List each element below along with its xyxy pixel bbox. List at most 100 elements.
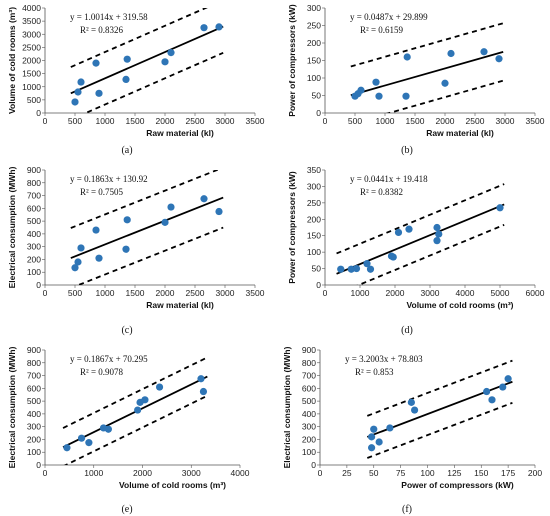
data-point — [352, 264, 361, 273]
regression-equation: y = 0.1863x + 130.92 — [70, 174, 148, 184]
y-tick-label: 400 — [27, 409, 41, 419]
y-tick-label: 0 — [36, 280, 41, 290]
r-squared-label: R² = 0.853 — [355, 367, 394, 377]
data-point — [499, 383, 507, 391]
x-tick-label: 3500 — [526, 116, 545, 126]
y-tick-label: 350 — [307, 165, 321, 175]
x-tick-label: 4000 — [456, 288, 475, 298]
y-tick-label: 150 — [307, 231, 321, 241]
x-tick-label: 150 — [474, 468, 488, 478]
data-point — [375, 92, 383, 100]
regression-line — [336, 203, 505, 275]
data-point — [495, 55, 503, 63]
data-point — [480, 48, 488, 56]
y-tick-label: 100 — [302, 447, 316, 457]
panel-label: (f) — [402, 504, 412, 515]
y-tick-label: 200 — [27, 254, 41, 264]
data-point — [337, 265, 345, 273]
x-tick-label: 1000 — [96, 288, 115, 298]
y-tick-label: 600 — [302, 383, 316, 393]
upper-prediction-band — [366, 359, 513, 417]
x-axis-title: Raw material (kl) — [146, 300, 214, 310]
data-point — [366, 265, 375, 273]
regression-equation: y = 0.1867x + 70.295 — [70, 354, 148, 364]
y-tick-label: 700 — [27, 191, 41, 201]
regression-equation: y = 3.2003x + 78.803 — [345, 354, 423, 364]
r-squared-label: R² = 0.7505 — [80, 187, 124, 197]
regression-line — [70, 25, 224, 95]
data-point — [197, 375, 205, 383]
data-point — [368, 433, 376, 441]
x-tick-label: 0 — [43, 468, 48, 478]
y-axis-title: Electrical consumption (MWh) — [7, 166, 17, 288]
data-point — [77, 78, 85, 86]
x-tick-label: 3000 — [496, 116, 515, 126]
y-tick-label: 1000 — [22, 82, 41, 92]
data-point — [488, 396, 496, 404]
r-squared-label: R² = 0.8326 — [80, 25, 124, 35]
data-point — [347, 265, 355, 273]
y-tick-label: 700 — [302, 371, 316, 381]
x-tick-label: 500 — [68, 288, 82, 298]
chart-panel-f: 0 100 200 300 400 500 600 700 800 900 0 25 50 75 100 12… — [282, 345, 542, 515]
y-tick-label: 800 — [27, 178, 41, 188]
y-axis-title: Electrical consumption (MWh) — [7, 346, 17, 468]
lower-prediction-band — [83, 51, 224, 113]
y-tick-label: 900 — [27, 165, 41, 175]
x-tick-label: 0 — [318, 468, 323, 478]
y-tick-label: 300 — [307, 181, 321, 191]
y-tick-label: 250 — [307, 198, 321, 208]
regression-equation: y = 0.0441x + 19.418 — [350, 174, 428, 184]
y-tick-label: 300 — [307, 3, 321, 13]
chart-panel-c: 0 100 200 300 400 500 600 700 800 900 0 500 1000 1500… — [7, 165, 265, 336]
y-tick-label: 200 — [307, 214, 321, 224]
regression-equation: y = 1.0014x + 319.58 — [70, 12, 148, 22]
trend-lines — [350, 22, 504, 113]
x-tick-label: 25 — [342, 468, 352, 478]
x-tick-label: 1500 — [406, 116, 425, 126]
data-point — [71, 264, 79, 272]
data-point — [167, 203, 175, 211]
data-point — [161, 58, 169, 66]
data-point — [199, 387, 208, 396]
y-tick-label: 50 — [312, 91, 322, 101]
data-point — [122, 75, 130, 83]
y-tick-label: 100 — [307, 247, 321, 257]
data-point — [441, 79, 449, 87]
r-squared-label: R² = 0.9078 — [80, 367, 124, 377]
data-point — [77, 434, 86, 442]
x-tick-label: 6000 — [526, 288, 545, 298]
y-tick-label: 400 — [302, 409, 316, 419]
y-tick-label: 800 — [302, 358, 316, 368]
upper-prediction-band — [70, 8, 208, 68]
data-point — [167, 49, 175, 57]
x-tick-label: 2500 — [186, 288, 205, 298]
lower-prediction-band — [63, 394, 208, 465]
regression-equation: y = 0.0487x + 29.899 — [350, 12, 428, 22]
data-point — [370, 425, 378, 433]
y-tick-label: 100 — [307, 73, 321, 83]
x-tick-label: 1500 — [126, 116, 145, 126]
y-tick-label: 150 — [307, 56, 321, 66]
x-axis-title: Raw material (kl) — [426, 128, 494, 138]
regression-line — [70, 196, 224, 259]
x-tick-label: 75 — [396, 468, 406, 478]
data-point — [403, 53, 411, 61]
chart-panel-d: 0 50 100 150 200 250 300 350 0 1000 2000 3000 4000 50… — [287, 165, 545, 336]
lower-prediction-band — [356, 223, 505, 285]
y-tick-label: 200 — [307, 38, 321, 48]
x-axis-title: Power of compressors (kW) — [401, 480, 514, 490]
data-point — [95, 89, 103, 97]
y-axis-title: Power of compressors (kW) — [287, 171, 297, 284]
y-tick-label: 250 — [307, 21, 321, 31]
data-point — [433, 223, 441, 232]
r-squared-label: R² = 0.6159 — [360, 25, 404, 35]
y-tick-label: 0 — [316, 108, 321, 118]
y-axis-title: Electrical consumption (MWh) — [282, 346, 292, 468]
data-point — [411, 406, 419, 414]
data-point — [141, 396, 149, 404]
data-point — [92, 226, 100, 234]
data-point — [123, 55, 131, 63]
